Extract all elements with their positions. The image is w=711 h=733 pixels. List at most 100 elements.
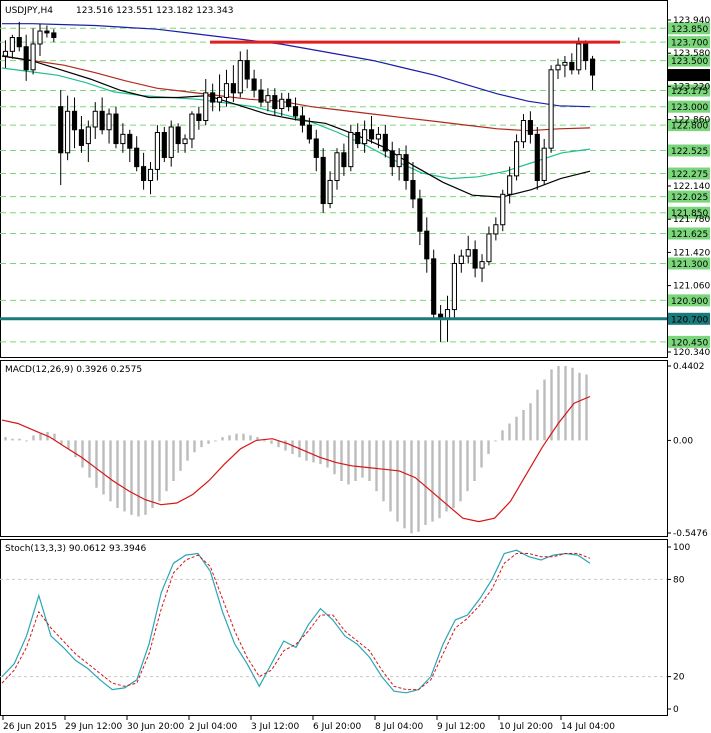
macd-histogram-bar xyxy=(53,433,56,441)
candle-body xyxy=(51,32,57,39)
level-label: 121.625 xyxy=(671,230,708,240)
macd-histogram-bar xyxy=(270,440,273,444)
candle-body xyxy=(99,110,105,131)
candle-body xyxy=(382,133,388,152)
level-label: 123.850 xyxy=(671,25,708,35)
price-tick-label: 123.220 xyxy=(673,82,710,92)
time-tick-label: 6 Jul 20:00 xyxy=(313,722,362,732)
candle-body xyxy=(23,46,29,71)
candle-body xyxy=(9,37,15,52)
stoch-signal-line xyxy=(1,553,591,691)
macd-histogram-bar xyxy=(102,440,105,495)
candle-body xyxy=(348,132,354,168)
macd-histogram-bar xyxy=(431,440,434,522)
level-label: 123.500 xyxy=(671,57,708,67)
macd-tick-label: -0.5476 xyxy=(673,529,708,539)
candle-body xyxy=(562,61,568,66)
candle-body xyxy=(396,154,402,168)
candle-body xyxy=(458,255,464,264)
macd-histogram-bar xyxy=(172,440,175,481)
macd-histogram-bar xyxy=(291,440,294,454)
support-resistance[interactable] xyxy=(0,40,667,321)
time-tick-label: 9 Jul 12:00 xyxy=(437,722,486,732)
macd-histogram-bar xyxy=(130,440,133,515)
stoch-tick-label: 100 xyxy=(673,543,690,553)
macd-histogram-bar xyxy=(39,433,42,441)
macd-histogram-bar xyxy=(137,440,140,517)
macd-histogram-bar xyxy=(389,440,392,512)
stoch-tick-label: 20 xyxy=(673,673,685,683)
macd-histogram-bar xyxy=(557,366,560,441)
level-label: 121.300 xyxy=(671,260,708,270)
candle-body xyxy=(16,37,22,48)
candle-body xyxy=(203,92,209,122)
candle-body xyxy=(44,30,50,34)
macd-histogram-bar xyxy=(550,369,553,441)
ema-fast-line xyxy=(1,67,591,180)
macd-histogram-bar xyxy=(396,440,399,522)
candles[interactable] xyxy=(2,21,596,342)
macd-histogram-bar xyxy=(60,440,63,444)
candle-body xyxy=(265,95,271,103)
candle-body xyxy=(320,156,326,205)
stoch-tick-label: 0 xyxy=(673,705,679,715)
macd-histogram-bar xyxy=(487,440,490,454)
candle-body xyxy=(341,152,347,168)
candle-body xyxy=(589,58,596,76)
level-label-box xyxy=(668,119,710,132)
level-label: 121.850 xyxy=(671,209,708,219)
macd-histogram-bar xyxy=(529,403,532,441)
candle-body xyxy=(147,168,154,181)
level-label-box xyxy=(668,206,710,219)
candle-body xyxy=(403,154,409,181)
level-label-box xyxy=(668,84,710,97)
candle-body xyxy=(37,30,43,45)
price-tick-label: 121.780 xyxy=(673,215,710,225)
candle-body xyxy=(306,124,312,140)
macd-histogram-bar xyxy=(319,440,322,465)
macd-histogram-bar xyxy=(578,372,581,441)
chart-ohlc-label: 123.516 123.551 123.182 123.343 xyxy=(76,6,233,16)
macd-histogram-bar xyxy=(445,440,448,512)
level-label-box xyxy=(668,312,710,325)
candle-body xyxy=(313,138,319,158)
macd-histogram-bar xyxy=(368,440,371,481)
macd-histogram-bar xyxy=(165,440,168,492)
price-tick-label: 122.140 xyxy=(673,182,710,192)
candle-body xyxy=(493,224,499,235)
macd-histogram-bar xyxy=(32,435,35,441)
current-price-label: 123.343 xyxy=(671,72,708,82)
macd-histogram-bar xyxy=(18,438,21,441)
candle-body xyxy=(500,193,506,226)
macd-histogram-bar xyxy=(508,423,511,441)
level-label: 123.175 xyxy=(671,87,708,97)
macd-histogram-bar xyxy=(235,433,238,441)
price-tick-label: 122.860 xyxy=(673,116,710,126)
macd-histogram-bar xyxy=(207,440,210,444)
candle-body xyxy=(513,141,520,177)
candle-body xyxy=(520,120,527,143)
macd-histogram-bar xyxy=(95,440,98,488)
level-label: 122.275 xyxy=(671,170,708,180)
price-axis: 123.850 123.700 123.500 123.175 123.000 122.8… xyxy=(667,16,710,358)
macd-panel-frame xyxy=(0,360,668,537)
candle-body xyxy=(196,113,202,122)
macd-histogram-bar xyxy=(410,440,413,534)
level-label-box xyxy=(668,257,710,270)
candle-body xyxy=(292,106,299,117)
level-label: 120.900 xyxy=(671,297,708,307)
level-label: 122.025 xyxy=(671,193,708,203)
candle-body xyxy=(472,249,478,269)
macd-histogram-bar xyxy=(158,440,161,502)
candle-body xyxy=(161,132,167,158)
candle-body xyxy=(216,96,223,103)
candle-body xyxy=(576,43,582,71)
macd-indicator: 0.4402 0.00 -0.5476 xyxy=(1,362,708,539)
candle-body xyxy=(375,133,382,140)
candle-body xyxy=(106,113,112,131)
macd-histogram-bar xyxy=(326,440,329,468)
level-label: 122.800 xyxy=(671,122,708,132)
macd-histogram-bar xyxy=(340,440,343,481)
candle-body xyxy=(272,95,278,110)
candle-body xyxy=(299,115,306,126)
